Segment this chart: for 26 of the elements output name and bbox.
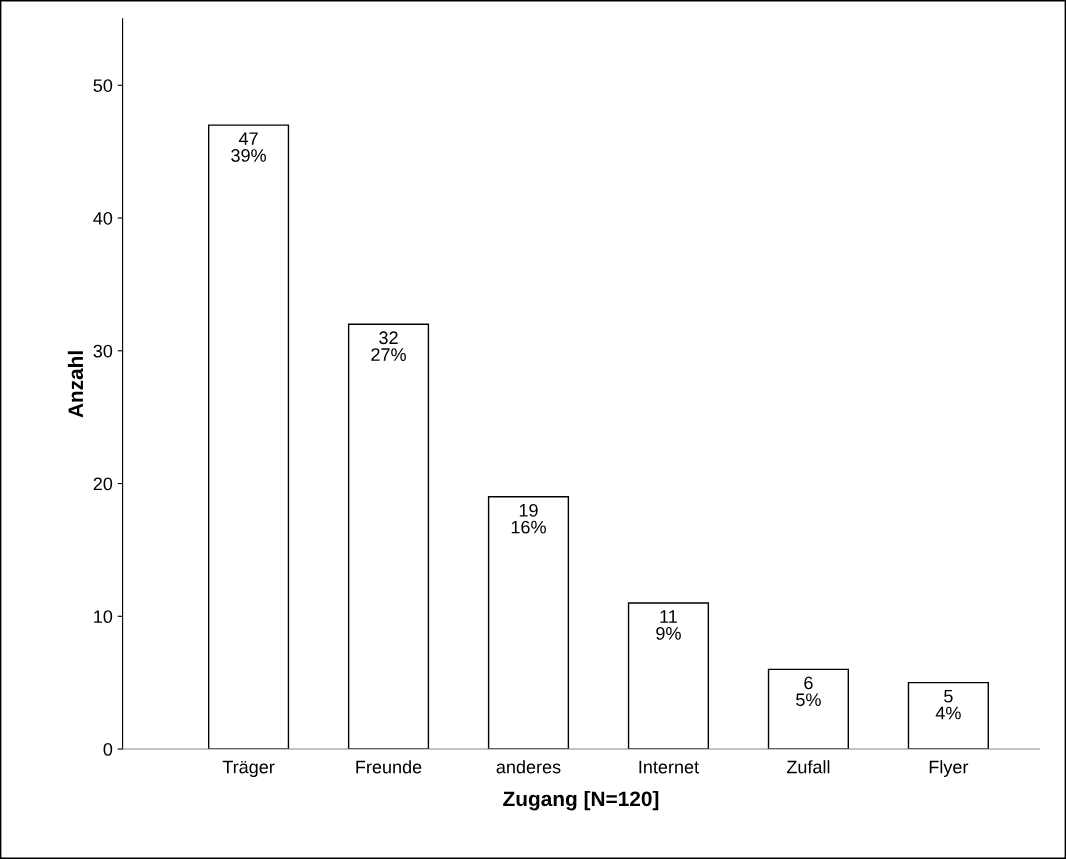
x-tick-label: Zufall: [786, 760, 830, 774]
bar: [907, 681, 989, 750]
data-label: 5 4%: [935, 689, 961, 720]
data-label: 19 16%: [511, 503, 546, 534]
bar: [207, 124, 290, 750]
y-tick-label: 0: [103, 742, 113, 756]
bar: [767, 668, 849, 750]
y-axis-title: Anzahl: [67, 351, 84, 418]
bar: [627, 602, 710, 750]
y-tick-label: 20: [93, 477, 113, 491]
y-tick-label: 30: [93, 344, 113, 358]
y-tick-label: 40: [93, 211, 113, 225]
x-axis-title: Zugang [N=120]: [503, 790, 659, 811]
x-tick-label: Träger: [222, 760, 275, 777]
y-tick-label: 10: [94, 610, 113, 624]
data-label: 11 9%: [656, 610, 681, 640]
bar: [347, 323, 430, 750]
x-tick-label: anderes: [496, 760, 561, 774]
data-label: 6 5%: [796, 676, 821, 707]
x-tick-label: Internet: [639, 760, 699, 774]
x-tick-label: Flyer: [929, 760, 969, 777]
y-tick-label: 50: [93, 79, 113, 92]
bar: [487, 496, 570, 750]
x-tick-label: Freunde: [356, 760, 422, 774]
data-label: 32 27%: [371, 331, 406, 361]
data-label: 47 39%: [231, 132, 266, 162]
